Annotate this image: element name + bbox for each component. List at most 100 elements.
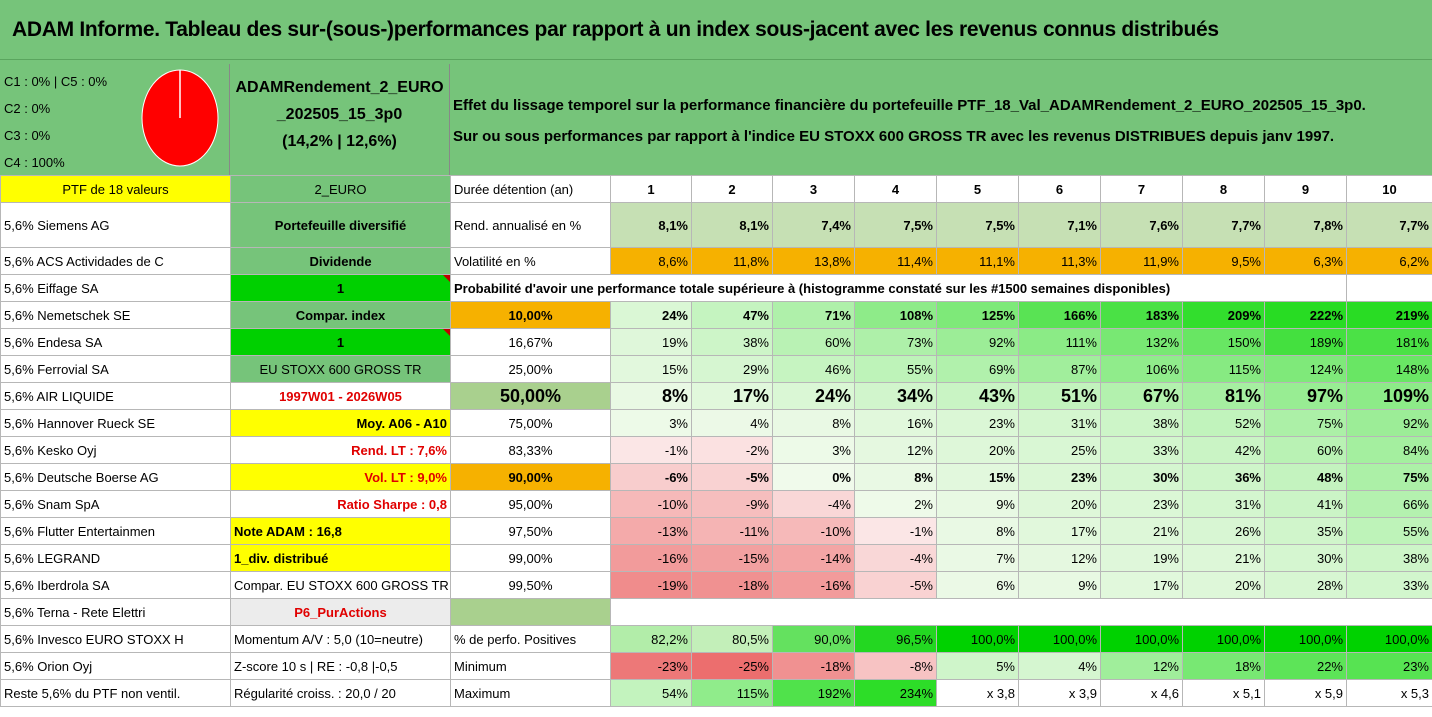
quantile-value: 47% <box>691 301 773 329</box>
quantile-value: 9% <box>936 490 1019 518</box>
portfolio-info: 1 <box>230 328 451 356</box>
minimum-label: Minimum <box>450 652 611 680</box>
quantile-value: 28% <box>1264 571 1347 599</box>
holding-name: 5,6% LEGRAND <box>0 544 231 572</box>
quantile-value: 25% <box>1018 436 1101 464</box>
rend-label: Rend. annualisé en % <box>450 202 611 248</box>
table-row: 5,6% AIR LIQUIDE 1997W01 - 2026W05 50,00% 8… <box>0 382 1432 410</box>
quantile-level: 99,00% <box>450 544 611 572</box>
empty-cell <box>937 599 1019 626</box>
year-header: 2 <box>691 175 773 203</box>
vol-value: 11,4% <box>854 247 937 275</box>
maximum-value: 54% <box>610 679 692 707</box>
quantile-value: -14% <box>772 544 855 572</box>
minimum-value: -25% <box>691 652 773 680</box>
quantile-value: 15% <box>610 355 692 383</box>
quantile-value: 17% <box>691 382 773 410</box>
quantile-value: 8% <box>772 409 855 437</box>
quantile-level: 83,33% <box>450 436 611 464</box>
quantile-level: 10,00% <box>450 301 611 329</box>
maximum-value: x 4,6 <box>1100 679 1183 707</box>
table-row: 5,6% LEGRAND 1_div. distribué 99,00% -16% -1… <box>0 544 1432 572</box>
quantile-value: -16% <box>772 571 855 599</box>
table-row: 5,6% Endesa SA 1 16,67% 19% 38% 60% 73% 92% 111%… <box>0 328 1432 356</box>
vol-value: 13,8% <box>772 247 855 275</box>
empty-cell <box>692 599 773 626</box>
vol-value: 11,9% <box>1100 247 1183 275</box>
holding-name: 5,6% Flutter Entertainmen <box>0 517 231 545</box>
quantile-value: 67% <box>1100 382 1183 410</box>
quantile-value: -4% <box>854 544 937 572</box>
description-line2: Sur ou sous performances par rapport à l… <box>453 128 1335 145</box>
maximum-value: x 3,9 <box>1018 679 1101 707</box>
portfolio-info: P6_PurActions <box>230 598 451 626</box>
quantile-value: 16% <box>854 409 937 437</box>
quantile-value: 19% <box>610 328 692 356</box>
year-header: 10 <box>1346 175 1432 203</box>
holding-name: 5,6% Iberdrola SA <box>0 571 231 599</box>
table-row: 5,6% Deutsche Boerse AG Vol. LT : 9,0% 90,… <box>0 463 1432 491</box>
rend-value: 7,7% <box>1346 202 1432 248</box>
quantile-level: 25,00% <box>450 355 611 383</box>
quantile-value: 92% <box>936 328 1019 356</box>
quantile-value: 181% <box>1346 328 1432 356</box>
quantile-value: -10% <box>772 517 855 545</box>
quantile-value: 73% <box>854 328 937 356</box>
top-block <box>0 60 1432 175</box>
probability-title: Probabilité d'avoir une performance tota… <box>450 274 1347 302</box>
description: Effet du lissage temporel sur la perform… <box>451 64 1432 175</box>
holding-name: 5,6% Endesa SA <box>0 328 231 356</box>
empty-cell <box>611 599 692 626</box>
quantile-value: 84% <box>1346 436 1432 464</box>
quantile-value: 3% <box>610 409 692 437</box>
quantile-value: 33% <box>1100 436 1183 464</box>
quantile-value: -10% <box>610 490 692 518</box>
maximum-value: x 5,9 <box>1264 679 1347 707</box>
minimum-value: 22% <box>1264 652 1347 680</box>
quantile-value: 92% <box>1346 409 1432 437</box>
maximum-label: Maximum <box>450 679 611 707</box>
portfolio-info: Compar. index <box>230 301 451 329</box>
holding-name: Reste 5,6% du PTF non ventil. <box>0 679 231 707</box>
empty-cell <box>1019 599 1101 626</box>
empty-cell <box>1183 599 1265 626</box>
portfolio-name: ADAMRendement_2_EURO _202505_15_3p0 (14,… <box>230 64 450 175</box>
quantile-value: 20% <box>1018 490 1101 518</box>
portfolio-info: Portefeuille diversifié <box>230 202 451 248</box>
vol-value: 6,3% <box>1264 247 1347 275</box>
table-row: 5,6% Ferrovial SA EU STOXX 600 GROSS TR 25… <box>0 355 1432 383</box>
holding-name: 5,6% Invesco EURO STOXX H <box>0 625 231 653</box>
portfolio-info: Ratio Sharpe : 0,8 <box>230 490 451 518</box>
quantile-value: 71% <box>772 301 855 329</box>
rend-value: 8,1% <box>691 202 773 248</box>
rend-value: 7,1% <box>1018 202 1101 248</box>
portfolio-info: Momentum A/V : 5,0 (10=neutre) <box>230 625 451 653</box>
legend-line: C2 : 0% <box>4 101 51 116</box>
year-header: 8 <box>1182 175 1265 203</box>
quantile-value: 148% <box>1346 355 1432 383</box>
portfolio-info: Z-score 10 s | RE : -0,8 |-0,5 <box>230 652 451 680</box>
quantile-value: 21% <box>1182 544 1265 572</box>
quantile-value: 51% <box>1018 382 1101 410</box>
portfolio-info: Régularité croiss. : 20,0 / 20 <box>230 679 451 707</box>
quantile-value: 183% <box>1100 301 1183 329</box>
holding-name: 5,6% Siemens AG <box>0 202 231 248</box>
category-legend: C1 : 0% | C5 : 0% C2 : 0% C3 : 0% C4 : 1… <box>0 64 230 175</box>
quantile-value: 81% <box>1182 382 1265 410</box>
quantile-value: 17% <box>1018 517 1101 545</box>
quantile-value: 29% <box>691 355 773 383</box>
quantile-value: 75% <box>1346 463 1432 491</box>
quantile-value: 30% <box>1264 544 1347 572</box>
quantile-value: 8% <box>936 517 1019 545</box>
positives-value: 100,0% <box>1182 625 1265 653</box>
rend-value: 7,5% <box>936 202 1019 248</box>
quantile-value: 20% <box>1182 571 1265 599</box>
quantile-value: -16% <box>610 544 692 572</box>
quantile-value: 24% <box>772 382 855 410</box>
table-row: 5,6% Hannover Rueck SE Moy. A06 - A10 75,0… <box>0 409 1432 437</box>
quantile-value: -4% <box>772 490 855 518</box>
rend-value: 7,7% <box>1182 202 1265 248</box>
quantile-value: 21% <box>1100 517 1183 545</box>
minimum-value: 5% <box>936 652 1019 680</box>
duration-label: Durée détention (an) <box>450 175 611 203</box>
